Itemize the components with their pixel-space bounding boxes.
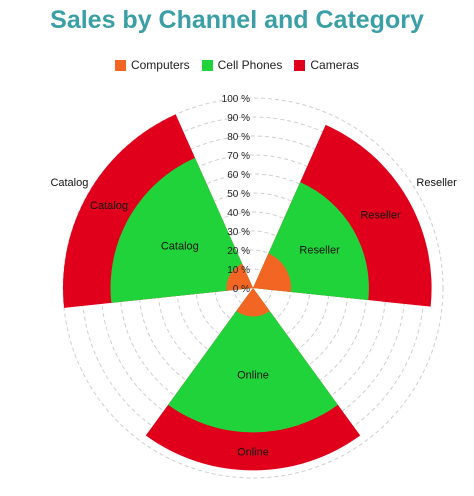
category-label-reseller: Reseller <box>416 177 457 189</box>
slice-labels: ResellerResellerResellerOnlineOnlineOnli… <box>50 177 457 496</box>
slice-online-cell-phones[interactable] <box>168 288 338 433</box>
slice-catalog-computers[interactable] <box>226 263 253 291</box>
chart-title: Sales by Channel and Category <box>50 6 424 34</box>
legend-swatch-cell-phones <box>201 59 213 71</box>
label-online-cell-phones: Online <box>237 369 269 381</box>
radial-ticks: 0 % 10 % 20 % 30 % 40 % 50 % 60 % 70 % 80 % 90 % 1… <box>222 94 250 295</box>
legend-item-computers[interactable]: Computers <box>114 58 190 72</box>
tick-label-90: 90 % <box>227 113 250 124</box>
legend-swatch-cameras <box>294 59 306 71</box>
legend-item-cameras[interactable]: Cameras <box>294 58 359 72</box>
tick-label-50: 50 % <box>227 189 250 200</box>
label-catalog-cameras: Catalog <box>90 200 128 212</box>
slice-reseller-computers[interactable] <box>253 253 291 292</box>
tick-label-10: 10 % <box>227 265 250 276</box>
legend-label-computers: Computers <box>130 58 190 72</box>
tick-label-30: 30 % <box>227 227 250 238</box>
label-catalog-cell-phones: Catalog <box>161 241 199 253</box>
label-online-cameras: Online <box>237 446 269 458</box>
legend: Computers Cell Phones Cameras <box>0 58 474 72</box>
legend-item-cell-phones[interactable]: Cell Phones <box>201 58 283 72</box>
label-reseller-cameras: Reseller <box>360 209 401 221</box>
tick-label-20: 20 % <box>227 246 250 257</box>
tick-label-0: 0 % <box>233 284 250 295</box>
legend-label-cameras: Cameras <box>310 58 360 72</box>
category-label-catalog: Catalog <box>50 177 88 189</box>
legend-swatch-computers <box>114 59 126 71</box>
legend-label-cell-phones: Cell Phones <box>217 58 283 72</box>
tick-label-40: 40 % <box>227 208 250 219</box>
tick-label-80: 80 % <box>227 132 250 143</box>
chart-slices <box>62 114 432 471</box>
label-reseller-cell-phones: Reseller <box>299 245 340 257</box>
slice-online-computers[interactable] <box>236 288 270 317</box>
tick-label-60: 60 % <box>227 170 250 181</box>
tick-label-100: 100 % <box>222 94 250 105</box>
slice-catalog-cell-phones[interactable] <box>110 157 253 303</box>
tick-label-70: 70 % <box>227 151 250 162</box>
